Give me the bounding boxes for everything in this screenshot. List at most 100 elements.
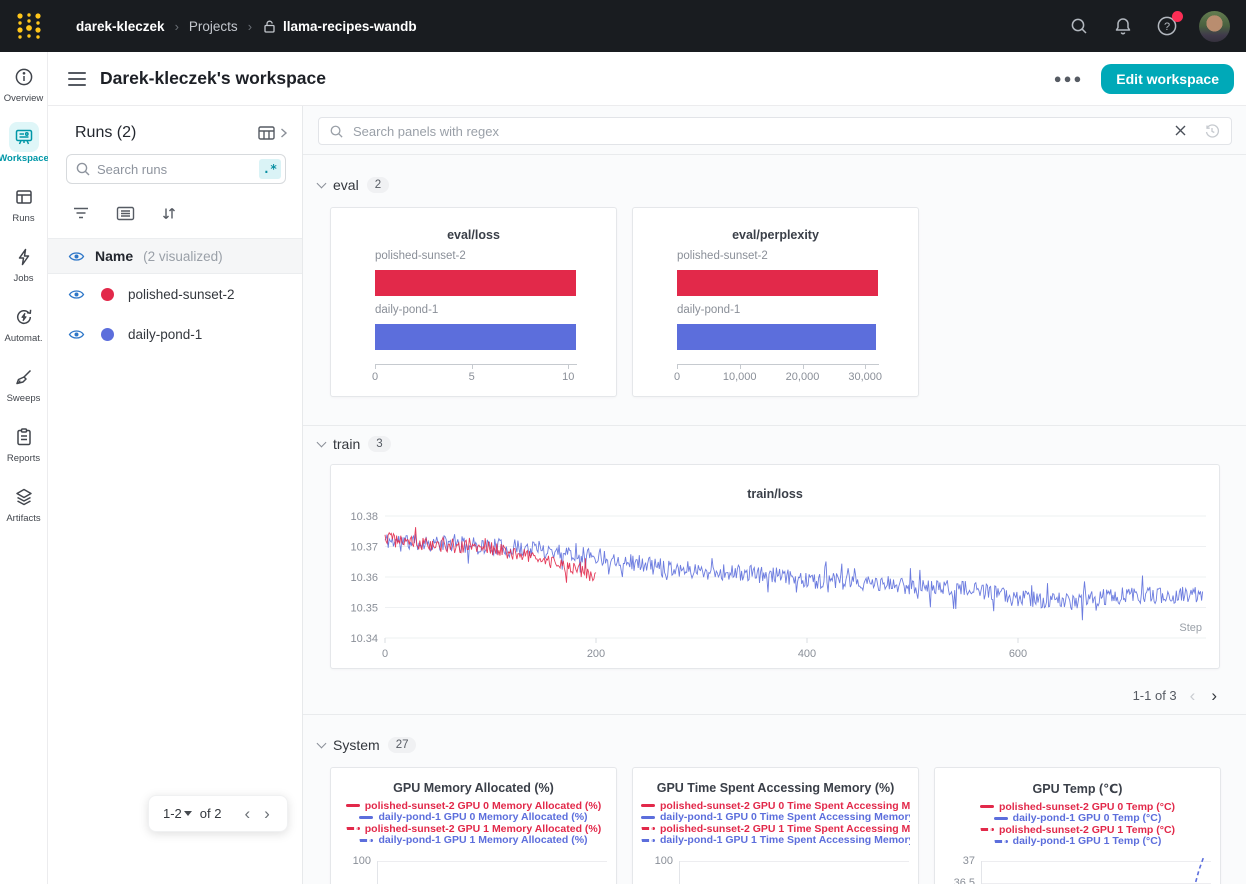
runs-panel-title: Runs (2) [75, 124, 136, 142]
runs-table-header-row[interactable]: Name (2 visualized) [48, 238, 302, 274]
system-panels-row: GPU Memory Allocated (%)polished-sunset-… [330, 767, 1246, 884]
axis-tick-mark [375, 365, 376, 369]
legend-swatch [346, 804, 360, 807]
legend-item[interactable]: polished-sunset-2 GPU 1 Memory Allocated… [331, 823, 616, 835]
sidebar-item-label: Runs [12, 213, 34, 224]
page-indicator: 1-1 of 3 [1133, 688, 1177, 703]
ellipsis-icon[interactable]: ●●● [1048, 67, 1090, 90]
sort-icon[interactable] [161, 206, 177, 221]
y-axis-line [679, 861, 680, 884]
axis-tick-mark [568, 365, 569, 369]
chevron-right-icon [279, 127, 288, 139]
sidebar-item-sweeps[interactable]: Sweeps [0, 362, 48, 422]
sidebar-item-label: Sweeps [7, 393, 41, 404]
chevron-down-icon [317, 178, 327, 188]
run-color-dot[interactable] [101, 328, 114, 341]
axis-tick-label: 30,000 [848, 371, 882, 383]
search-panels-input[interactable] [318, 117, 1232, 145]
run-name[interactable]: polished-sunset-2 [128, 287, 235, 302]
help-icon[interactable]: ? [1155, 14, 1179, 38]
section-name: eval [333, 177, 359, 193]
runs-table-icon [9, 182, 39, 212]
panel-title: eval/perplexity [633, 228, 918, 242]
breadcrumb-project[interactable]: llama-recipes-wandb [283, 19, 417, 34]
bar [677, 324, 876, 350]
group-icon[interactable] [116, 206, 135, 221]
breadcrumb-user[interactable]: darek-kleczek [76, 19, 165, 34]
sidebar-item-reports[interactable]: Reports [0, 422, 48, 482]
section-eval-header[interactable]: eval 2 [318, 175, 1246, 195]
chevron-left-icon[interactable]: ‹ [1187, 687, 1199, 704]
panel-gpu_memory_allocated[interactable]: GPU Memory Allocated (%)polished-sunset-… [330, 767, 617, 884]
panel-eval_loss[interactable]: eval/losspolished-sunset-2daily-pond-105… [330, 207, 617, 397]
eye-icon[interactable] [68, 288, 85, 301]
sidebar-item-runs[interactable]: Runs [0, 182, 48, 242]
train-loss-chart: 10.3410.3510.3610.3710.380200400600Step [331, 465, 1221, 670]
axis-tick-mark [677, 365, 678, 369]
search-runs-input[interactable] [66, 154, 286, 184]
panel-train-loss[interactable]: train/loss 10.3410.3510.3610.3710.380200… [330, 464, 1220, 669]
bar-label: daily-pond-1 [677, 304, 879, 318]
filter-icon[interactable] [72, 206, 90, 220]
legend-item[interactable]: daily-pond-1 GPU 1 Memory Allocated (%) [331, 835, 616, 847]
hamburger-icon[interactable] [68, 72, 86, 86]
regex-toggle[interactable]: .* [259, 159, 281, 179]
section-train-header[interactable]: train 3 [318, 434, 1246, 454]
axis-tick-label: 10 [562, 371, 574, 383]
magnifier-icon [75, 161, 91, 177]
legend-item[interactable]: polished-sunset-2 GPU 0 Time Spent Acces… [633, 800, 918, 812]
wandb-workspace-app: darek-kleczek › Projects › llama-recipes… [0, 0, 1246, 884]
caret-down-icon [184, 811, 192, 816]
panels-area: eval 2 eval/losspolished-sunset-2daily-p… [303, 106, 1246, 884]
bar-label: polished-sunset-2 [677, 250, 879, 264]
run-color-dot[interactable] [101, 288, 114, 301]
x-axis: 0510 [375, 364, 577, 388]
bell-icon[interactable] [1111, 14, 1135, 38]
x-axis-tick-label: 0 [382, 648, 388, 660]
sidebar-item-overview[interactable]: Overview [0, 62, 48, 122]
search-icon[interactable] [1067, 14, 1091, 38]
sidebar-item-automations[interactable]: Automat. [0, 302, 48, 362]
run-row-polished-sunset-2[interactable]: polished-sunset-2 [48, 274, 302, 314]
axis-tick-label: 20,000 [786, 371, 820, 383]
legend-item[interactable]: polished-sunset-2 GPU 1 Time Spent Acces… [633, 823, 918, 835]
avatar[interactable] [1199, 11, 1230, 42]
chevron-right-icon[interactable]: › [261, 805, 273, 822]
close-icon[interactable] [1173, 123, 1188, 138]
sidebar-item-workspace[interactable]: Workspace [0, 122, 48, 182]
panel-gpu_temp[interactable]: GPU Temp (℃)polished-sunset-2 GPU 0 Temp… [934, 767, 1221, 884]
legend-swatch [359, 816, 373, 819]
breadcrumb-projects[interactable]: Projects [189, 19, 238, 34]
eye-icon[interactable] [68, 328, 85, 341]
legend-label: daily-pond-1 GPU 1 Time Spent Accessing … [660, 834, 910, 846]
runs-toolbar [48, 184, 302, 226]
history-icon[interactable] [1204, 123, 1220, 139]
page-size-select[interactable]: 1-2 [163, 806, 192, 821]
chevron-right-icon[interactable]: › [1208, 687, 1220, 704]
panel-gpu_time_accessing_memory[interactable]: GPU Time Spent Accessing Memory (%)polis… [632, 767, 919, 884]
section-system-header[interactable]: System 27 [318, 735, 1246, 755]
run-name[interactable]: daily-pond-1 [128, 327, 202, 342]
x-axis-label: Step [1179, 622, 1202, 634]
edit-workspace-button[interactable]: Edit workspace [1101, 64, 1234, 94]
wandb-logo[interactable] [16, 9, 46, 43]
panel-eval_perplexity[interactable]: eval/perplexity polished-sunset-2 daily-po… [632, 207, 919, 397]
legend-label: polished-sunset-2 GPU 1 Memory Allocated… [365, 823, 602, 835]
notification-dot [1172, 11, 1183, 22]
sidebar-item-artifacts[interactable]: Artifacts [0, 482, 48, 542]
run-row-daily-pond-1[interactable]: daily-pond-1 [48, 314, 302, 354]
chevron-left-icon[interactable]: ‹ [241, 805, 253, 822]
section-name: train [333, 436, 360, 452]
page-total: of 2 [200, 806, 222, 821]
sidebar-item-jobs[interactable]: Jobs [0, 242, 48, 302]
section-eval: eval 2 eval/losspolished-sunset-2daily-p… [303, 155, 1246, 425]
axis-tick-mark [472, 365, 473, 369]
runs-pagination: 1-2 of 2 ‹ › [148, 795, 288, 832]
legend-item[interactable]: daily-pond-1 GPU 0 Memory Allocated (%) [331, 812, 616, 824]
legend-item[interactable]: daily-pond-1 GPU 1 Time Spent Accessing … [633, 835, 918, 847]
eye-icon[interactable] [68, 250, 85, 263]
expand-runs-table-button[interactable] [257, 124, 288, 142]
lightning-icon [9, 242, 39, 272]
legend-item[interactable]: polished-sunset-2 GPU 0 Memory Allocated… [331, 800, 616, 812]
legend-item[interactable]: daily-pond-1 GPU 0 Time Spent Accessing … [633, 812, 918, 824]
